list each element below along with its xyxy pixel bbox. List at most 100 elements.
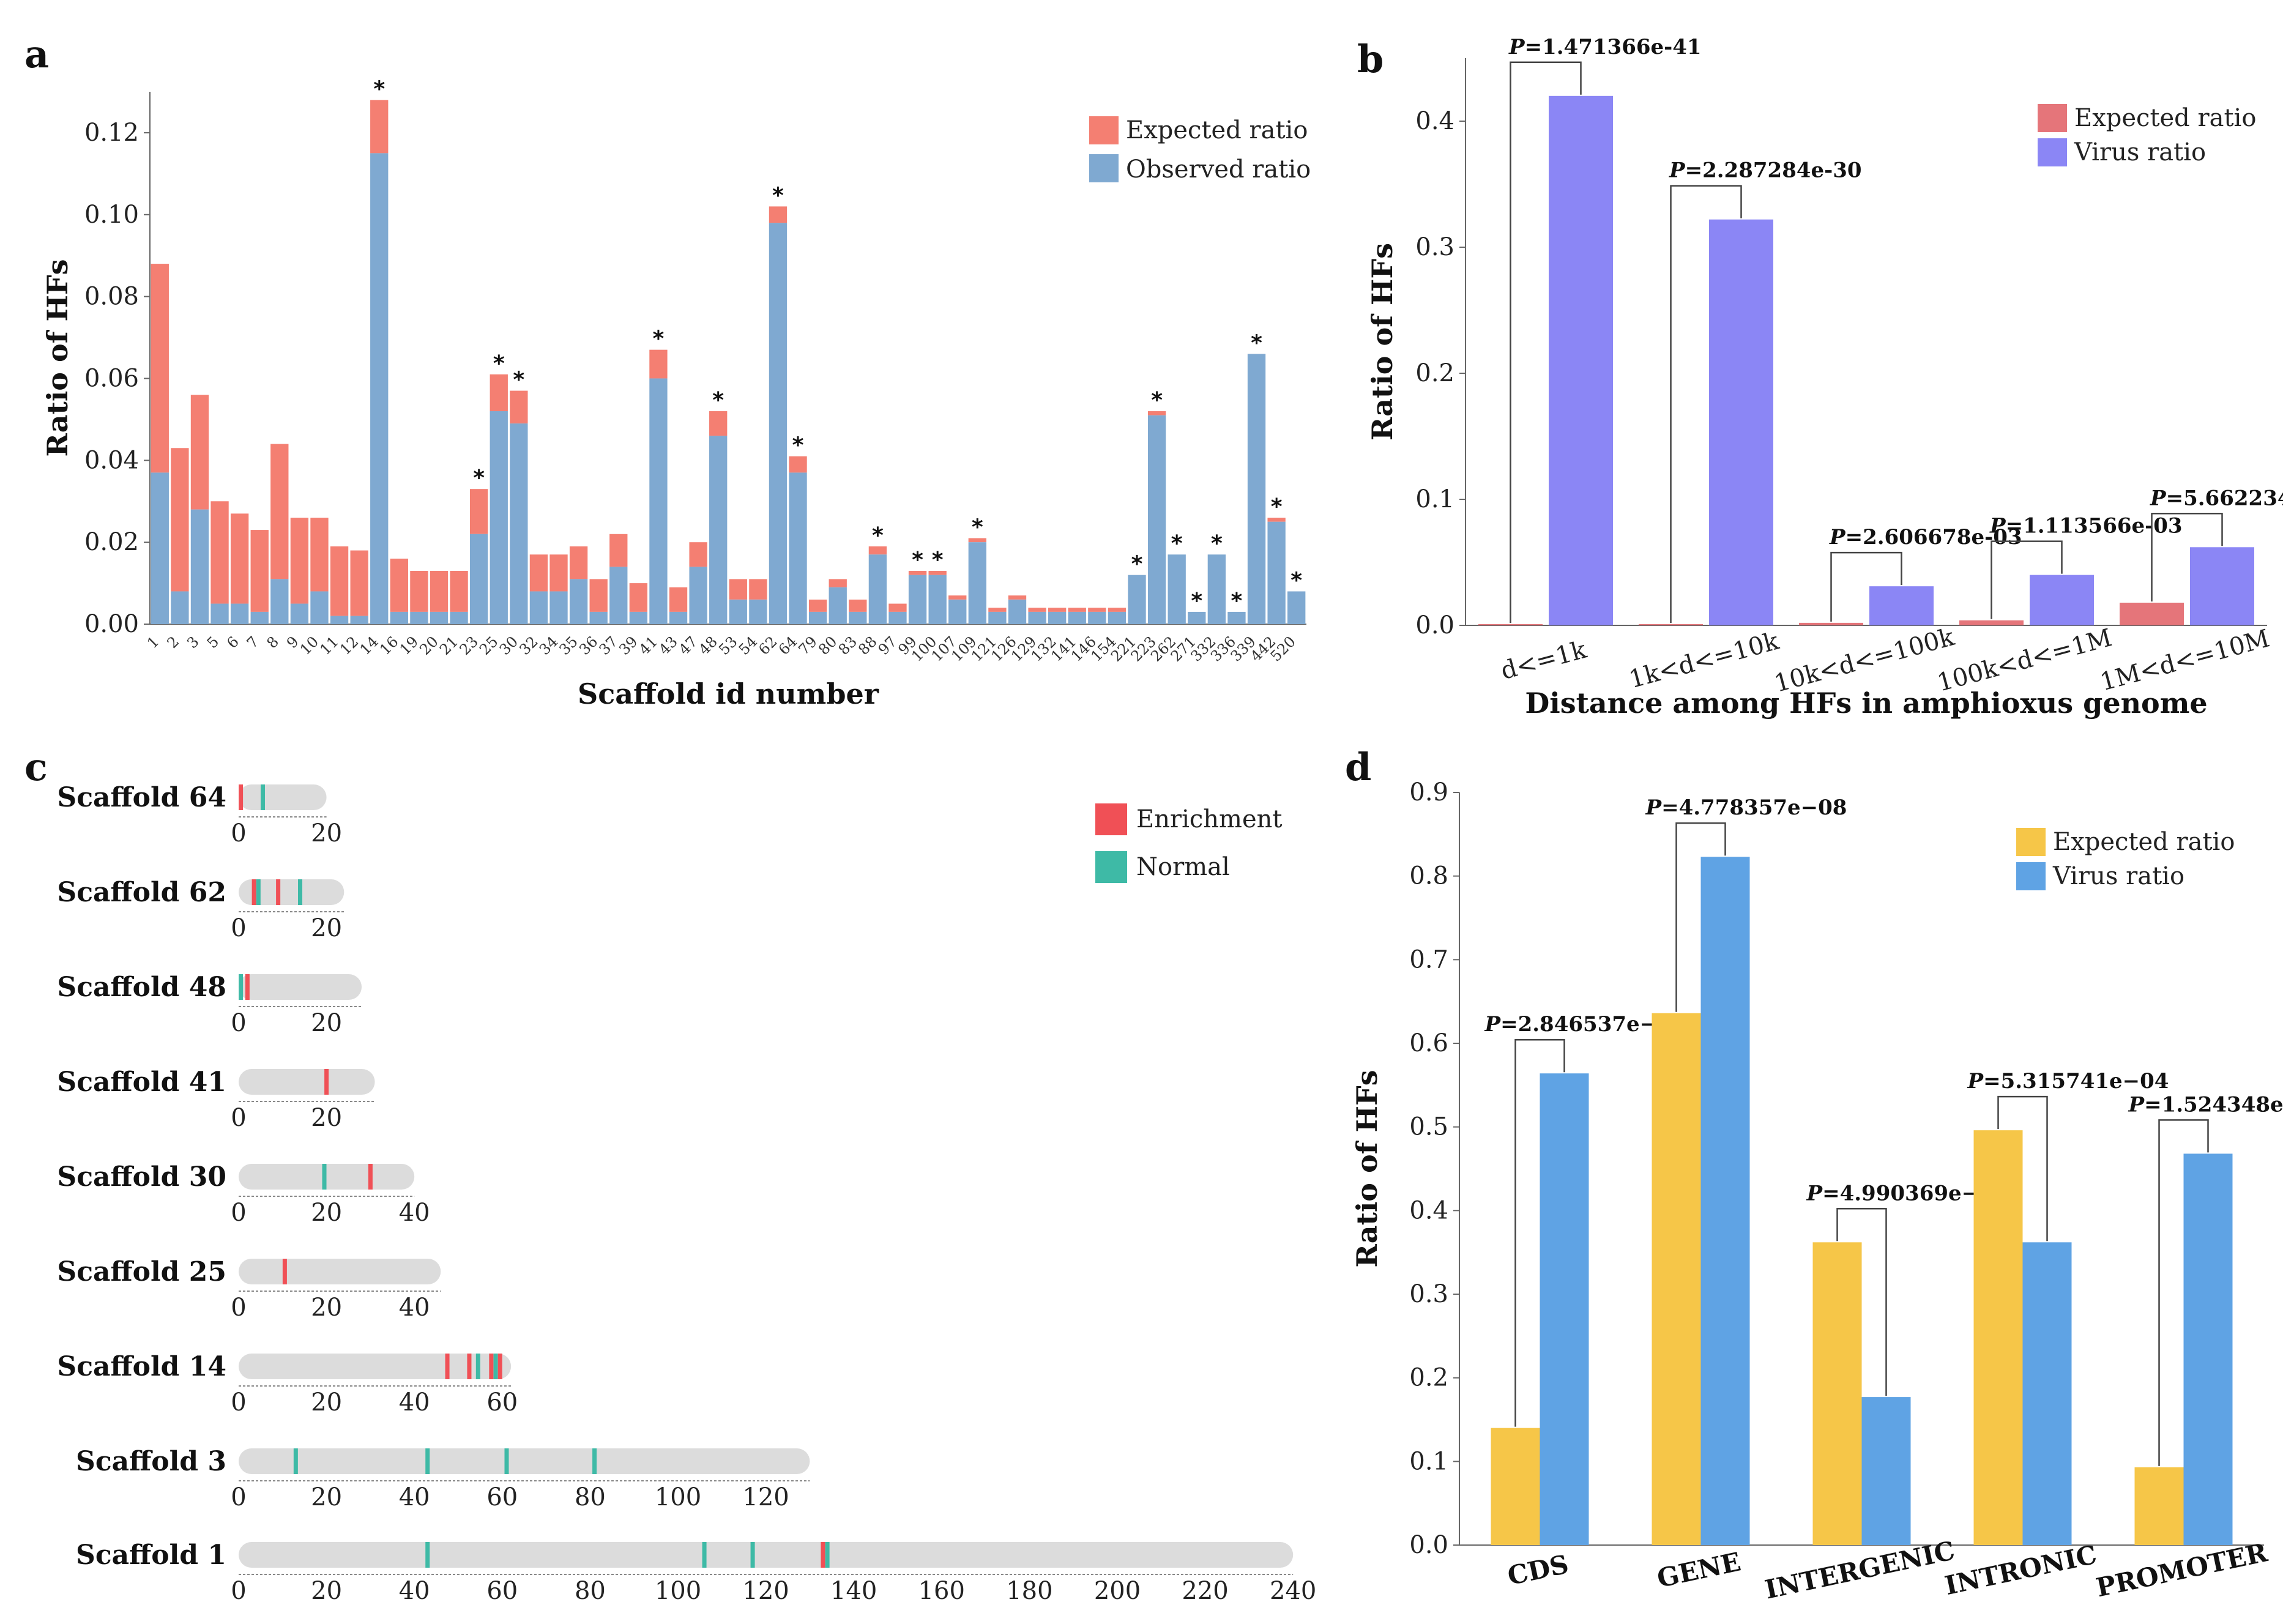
panel-a-significance-star: * [932,548,944,573]
panel-d-legend-swatch-virus [2016,862,2046,890]
panel-a-significance-star: * [912,548,923,573]
panel-d-pvalue-value: =5.315741e−04 [1983,1069,2169,1093]
panel-b-category-label: 1M<d<=10M [2097,624,2273,696]
scaffold-track [239,1354,512,1379]
panel-a-observed-bar [1267,521,1286,624]
panel-a-observed-bar [749,599,767,624]
scaffold-tick-label: 20 [311,819,342,847]
panel-a-expected-bar [151,264,169,473]
panel-d-ytick-label: 0.5 [1409,1113,1448,1141]
scaffold-label: Scaffold 62 [57,877,226,908]
scaffold-tick-label: 40 [399,1199,430,1227]
panel-a-expected-bar [549,554,568,592]
scaffold-label: Scaffold 64 [57,782,226,813]
panel-a-y-axis-title: Ratio of HFs [41,259,74,456]
panel-b-virus-bar [1549,95,1613,626]
panel-a-significance-star: * [653,327,665,352]
scaffold-track [239,974,362,1000]
panel-b-pvalue-prefix: P [2150,486,2167,510]
panel-a-chart: 0.000.020.040.060.080.100.121 2 3 5 6 7 8 91011… [41,76,1311,710]
panel-a-significance-star: * [513,368,524,393]
panel-b-significance-bracket [1830,551,1902,622]
scaffold-tick-label: 40 [399,1388,430,1417]
scaffold-tick-label: 20 [311,1009,342,1037]
scaffold-tick-label: 200 [1094,1577,1141,1605]
normal-marker [322,1164,327,1190]
scaffold-label: Scaffold 41 [57,1067,226,1098]
panel-a-observed-bar [1168,554,1186,624]
enrichment-marker [497,1354,502,1379]
panel-b-pvalue-label: P=1.113566e-03 [1989,514,2183,538]
panel-b-pvalue-label: P=1.471366e-41 [1508,35,1702,59]
panel-a-observed-bar [230,603,249,624]
panel-a-ytick-label: 0.04 [84,446,139,474]
panel-b-pvalue-prefix: P [1508,35,1525,59]
panel-a-observed-bar [968,542,986,624]
panel-a-significance-star: * [1151,388,1163,413]
panel-d-significance-bracket [1997,1095,2048,1242]
panel-b-virus-bar [1709,219,1773,625]
scaffold-track [239,879,344,905]
panel-a-observed-bar [649,378,668,624]
scaffold-tick-label: 60 [486,1577,518,1605]
panel-b-pvalue-label: P=2.287284e-30 [1669,158,1862,183]
panel-a-observed-bar [1188,611,1206,624]
panel-a-observed-bar [769,223,788,625]
panel-a-expected-bar [729,579,747,600]
panel-a-significance-star: * [872,523,884,548]
scaffold-tick-label: 80 [575,1483,606,1511]
panel-a-observed-bar [330,616,349,624]
panel-a-observed-bar [569,579,588,624]
panel-b-ytick-label: 0.3 [1415,233,1454,261]
panel-a-observed-bar [290,603,309,624]
enrichment-marker [282,1259,287,1284]
scaffold-tick-label: 0 [231,1577,246,1605]
panel-b-pvalue-label: P=2.606678e-03 [1829,525,2022,549]
panel-b-virus-bar [1869,586,1934,625]
panel-a-observed-bar [689,567,707,624]
panel-d-ytick-label: 0.1 [1409,1447,1448,1475]
panel-a-expected-bar [1068,608,1086,612]
panel-b-pvalue-label: P=5.662234e-03 [2150,486,2283,510]
normal-marker [293,1448,298,1474]
panel-a-significance-star: * [972,515,983,540]
panel-a-observed-bar [210,603,229,624]
panel-a-expected-bar [250,530,269,612]
scaffold-tick-label: 180 [1006,1577,1052,1605]
panel-a-observed-bar [390,611,408,624]
panel-d-expected-bar [1973,1130,2023,1545]
panel-b-legend-swatch-virus [2038,138,2067,166]
scaffold-tick-label: 20 [311,914,342,942]
panel-a-expected-bar [569,546,588,579]
panel-a-observed-bar [1128,575,1146,624]
panel-a-observed-bar [988,611,1007,624]
panel-d-pvalue-label: P=5.315741e−04 [1967,1069,2169,1093]
panel-d-ytick-label: 0.7 [1409,945,1448,974]
panel-d-pvalue-value: =4.778357e−08 [1661,795,1847,820]
panel-b-legend-label-virus: Virus ratio [2074,138,2206,166]
scaffold-tick-label: 40 [399,1294,430,1322]
panel-b-pvalue-prefix: P [1989,514,2006,538]
panel-b-significance-bracket [1670,185,1742,623]
normal-marker [260,784,265,810]
panel-a-observed-bar [250,611,269,624]
panel-a-expected-bar [629,583,648,612]
panel-a-legend-label-observed: Observed ratio [1126,155,1311,184]
panel-a-expected-bar [390,558,408,612]
panel-d-pvalue-label: P=4.778357e−08 [1645,795,1847,820]
panel-a-observed-bar [450,611,468,624]
panel-a-expected-bar [171,448,189,592]
panel-a-observed-bar [171,591,189,624]
panel-a-expected-bar [529,554,548,592]
panel-a-significance-star: * [1191,589,1202,614]
panel-a-observed-bar [410,611,428,624]
panel-a-significance-star: * [1290,568,1302,593]
panel-a-expected-bar [669,587,688,612]
panel-d-ytick-label: 0.8 [1409,862,1448,890]
panel-a-observed-bar [490,411,508,624]
scaffold-tick-label: 240 [1270,1577,1316,1605]
enrichment-marker [251,879,256,905]
scaffold-tick-label: 140 [830,1577,877,1605]
panel-a-expected-bar [948,595,967,600]
panel-a-legend-label-expected: Expected ratio [1126,116,1308,144]
